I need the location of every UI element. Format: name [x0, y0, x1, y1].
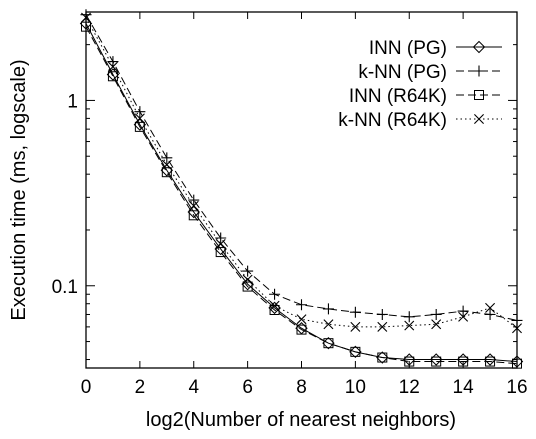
x-tick-label: 14	[453, 377, 475, 398]
data-point-k-nn-pg	[511, 314, 523, 326]
data-point-k-nn-pg	[430, 308, 442, 320]
data-point-k-nn-r64k	[107, 61, 118, 72]
data-point-k-nn-r64k	[215, 239, 226, 249]
data-point-k-nn-pg	[161, 152, 173, 164]
plot-frame	[85, 11, 518, 369]
data-point-k-nn-r64k	[269, 300, 280, 311]
x-tick-label: 2	[135, 377, 146, 398]
data-point-k-nn-r64k	[81, 12, 91, 23]
data-point-inn-pg	[429, 353, 443, 366]
data-point-inn-r64k	[296, 324, 307, 335]
x-tick-label: 12	[399, 377, 420, 398]
data-point-k-nn-r64k	[134, 113, 145, 124]
data-point-inn-r64k	[485, 356, 496, 367]
x-axis-label: log2(Number of nearest neighbors)	[146, 409, 456, 431]
series-line-k-nn-pg	[85, 14, 518, 321]
data-point-k-nn-r64k	[323, 319, 334, 330]
data-point-inn-r64k	[458, 356, 469, 367]
x-tick-label: 16	[506, 377, 527, 398]
legend-label-inn-r64k: INN (R64K)	[349, 86, 447, 107]
data-point-k-nn-r64k	[512, 323, 522, 334]
data-point-k-nn-r64k	[161, 159, 172, 170]
data-point-inn-r64k	[377, 352, 388, 363]
data-point-k-nn-pg	[349, 306, 361, 318]
data-point-k-nn-pg	[134, 106, 146, 118]
data-point-k-nn-pg	[107, 56, 119, 68]
y-tick-label: 1	[67, 91, 78, 112]
x-tick-label: 8	[296, 377, 307, 398]
data-point-inn-r64k	[350, 346, 361, 357]
data-point-inn-pg	[349, 345, 362, 359]
data-point-inn-pg	[268, 301, 281, 315]
data-point-inn-pg	[106, 68, 120, 81]
legend-label-k-nn-r64k: k-NN (R64K)	[338, 110, 447, 131]
data-point-k-nn-pg	[242, 265, 254, 277]
x-tick-label: 0	[81, 377, 92, 398]
data-point-k-nn-r64k	[458, 311, 469, 322]
data-point-inn-r64k	[431, 356, 442, 367]
legend-marker-k-nn-pg	[473, 65, 485, 77]
axis-ticks: 0 2 4 6 8 10 12 14 16 0.1 1	[52, 11, 528, 398]
series-line-inn-r64k	[85, 26, 518, 365]
legend-label-inn-pg: INN (PG)	[369, 38, 447, 59]
data-point-inn-r64k	[242, 281, 253, 292]
data-point-inn-r64k	[134, 121, 145, 132]
series-k-nn-r64k	[81, 12, 522, 334]
legend-label-k-nn-pg: k-NN (PG)	[358, 62, 447, 83]
data-point-k-nn-pg	[457, 305, 469, 317]
x-tick-label: 10	[345, 377, 366, 398]
data-point-inn-pg	[510, 355, 524, 368]
series-line-inn-pg	[85, 23, 518, 363]
legend-marker-inn-r64k	[474, 90, 484, 100]
series-group	[79, 9, 524, 369]
data-point-k-nn-r64k	[242, 274, 253, 285]
data-point-k-nn-pg	[269, 288, 281, 300]
series-line-k-nn-r64k	[85, 17, 518, 329]
data-point-inn-r64k	[323, 338, 334, 349]
data-point-inn-pg	[403, 353, 416, 366]
legend-marker-k-nn-r64k	[474, 114, 484, 124]
data-point-inn-r64k	[404, 356, 415, 367]
y-tick-label: 0.1	[52, 277, 78, 298]
data-point-inn-pg	[376, 351, 389, 364]
data-point-inn-r64k	[215, 247, 226, 258]
data-point-k-nn-r64k	[296, 314, 307, 325]
data-point-k-nn-r64k	[485, 302, 496, 313]
data-point-inn-r64k	[107, 71, 118, 82]
data-point-k-nn-r64k	[188, 200, 199, 211]
data-point-k-nn-pg	[322, 303, 334, 315]
data-point-k-nn-pg	[484, 308, 496, 320]
series-inn-r64k	[81, 21, 522, 369]
data-point-k-nn-pg	[376, 308, 388, 320]
data-point-k-nn-r64k	[350, 321, 361, 332]
series-k-nn-pg	[80, 9, 523, 326]
y-axis-label: Execution time (ms, logscale)	[8, 59, 30, 320]
data-point-k-nn-pg	[188, 194, 200, 206]
series-inn-pg	[79, 17, 524, 368]
legend-marker-inn-pg	[472, 40, 486, 54]
x-tick-label: 4	[188, 377, 199, 398]
legend: INN (PG) k-NN (PG) INN (R64K) k-NN (R64K)	[338, 38, 502, 131]
data-point-inn-pg	[456, 353, 470, 366]
data-point-k-nn-pg	[403, 311, 415, 323]
data-point-inn-pg	[483, 353, 497, 366]
x-tick-label: 6	[242, 377, 253, 398]
data-point-inn-r64k	[188, 210, 199, 221]
data-point-k-nn-r64k	[377, 321, 388, 332]
data-point-inn-r64k	[512, 358, 522, 369]
data-point-k-nn-pg	[296, 299, 307, 311]
data-point-k-nn-r64k	[404, 320, 415, 331]
data-point-k-nn-r64k	[431, 319, 442, 330]
